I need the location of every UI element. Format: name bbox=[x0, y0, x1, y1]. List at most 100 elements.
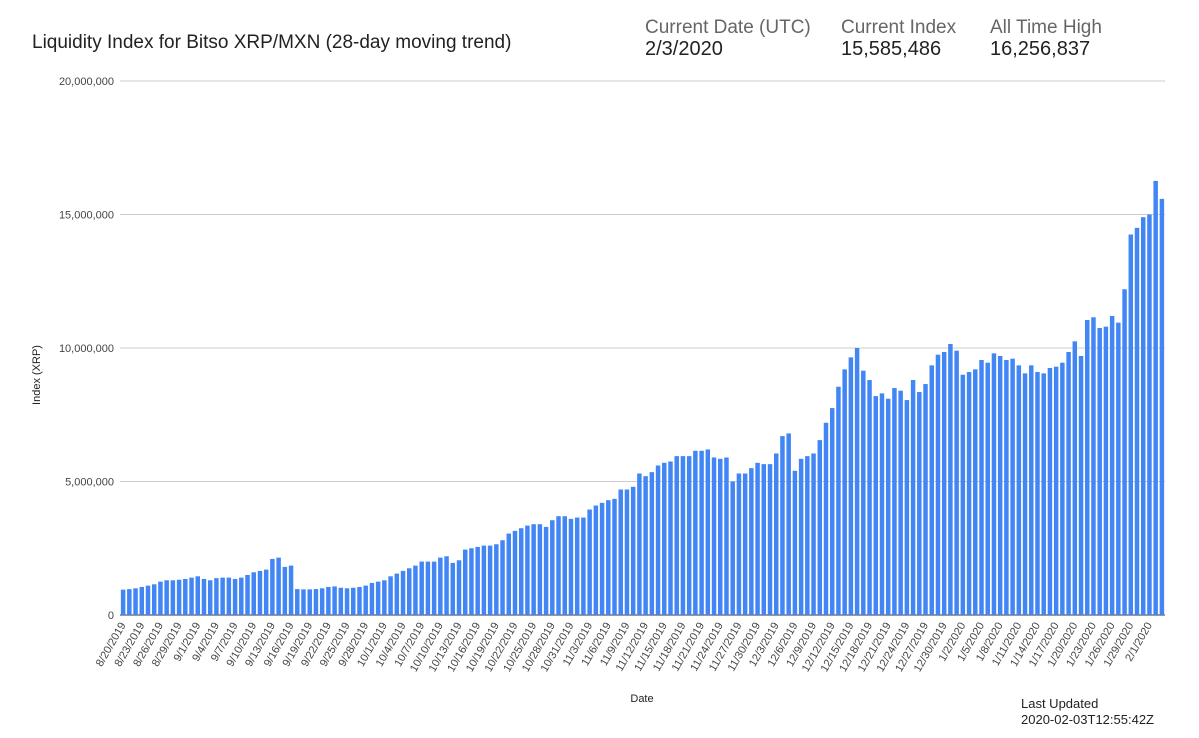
bar bbox=[375, 581, 381, 615]
bar bbox=[904, 400, 910, 615]
bar bbox=[295, 589, 300, 615]
bar bbox=[201, 578, 207, 615]
stat-value: 2/3/2020 bbox=[645, 38, 723, 60]
stat-value: 16,256,837 bbox=[990, 38, 1090, 60]
bar bbox=[780, 436, 785, 615]
bar bbox=[170, 580, 176, 615]
bar bbox=[444, 556, 449, 615]
bar bbox=[133, 588, 138, 615]
bar bbox=[500, 540, 505, 615]
bar bbox=[979, 360, 984, 615]
bar bbox=[798, 458, 804, 615]
bar bbox=[773, 453, 779, 615]
bar bbox=[742, 473, 748, 615]
bar bbox=[705, 449, 711, 615]
bar bbox=[730, 481, 735, 615]
bar bbox=[487, 545, 493, 615]
bar bbox=[127, 589, 132, 615]
bar bbox=[848, 357, 854, 615]
y-tick-label: 20,000,000 bbox=[59, 76, 114, 88]
bar bbox=[662, 462, 667, 615]
bar bbox=[1072, 341, 1078, 615]
bar bbox=[494, 544, 499, 615]
bar bbox=[724, 457, 729, 615]
bar bbox=[1147, 214, 1152, 615]
bar bbox=[923, 384, 928, 615]
bar bbox=[1047, 368, 1053, 615]
footer-label: Last Updated bbox=[1021, 696, 1098, 711]
bar bbox=[562, 516, 567, 615]
bar bbox=[1078, 356, 1084, 615]
bar bbox=[276, 557, 281, 615]
bar bbox=[151, 584, 157, 615]
bar bbox=[518, 528, 524, 615]
bar bbox=[394, 573, 400, 615]
bar bbox=[649, 472, 655, 615]
bar bbox=[910, 380, 916, 615]
bar bbox=[929, 365, 934, 615]
bar bbox=[711, 457, 717, 615]
bar bbox=[363, 585, 368, 615]
y-tick-label: 15,000,000 bbox=[59, 210, 114, 222]
bar bbox=[351, 587, 356, 615]
bar bbox=[413, 565, 418, 615]
bar bbox=[1016, 365, 1022, 615]
bar bbox=[425, 561, 431, 615]
bar bbox=[543, 526, 549, 615]
bar bbox=[1128, 234, 1134, 615]
bar bbox=[556, 516, 561, 615]
bar bbox=[251, 572, 256, 615]
bar bbox=[761, 464, 767, 615]
bar bbox=[332, 586, 337, 615]
bar bbox=[829, 408, 835, 615]
bar bbox=[836, 386, 841, 615]
stat-label: All Time High bbox=[990, 17, 1102, 38]
bar bbox=[861, 370, 866, 615]
bar bbox=[525, 525, 530, 615]
bar bbox=[1122, 289, 1127, 615]
bar bbox=[612, 498, 617, 615]
bar bbox=[369, 582, 375, 615]
bar bbox=[1085, 319, 1090, 615]
bar bbox=[288, 565, 294, 615]
bar bbox=[326, 586, 331, 615]
bar bbox=[214, 578, 219, 615]
bar bbox=[966, 372, 972, 615]
bar bbox=[450, 562, 456, 615]
bar bbox=[1103, 326, 1109, 615]
bar bbox=[680, 456, 686, 615]
bar bbox=[183, 578, 188, 615]
bar bbox=[618, 489, 623, 615]
bar bbox=[686, 456, 692, 615]
bar bbox=[313, 589, 319, 615]
bar bbox=[811, 453, 816, 615]
bar bbox=[1022, 373, 1028, 615]
bar bbox=[1053, 366, 1059, 615]
bar bbox=[873, 396, 878, 615]
bar bbox=[226, 577, 232, 615]
bar bbox=[1116, 322, 1121, 615]
bar bbox=[344, 588, 350, 615]
bar bbox=[823, 422, 829, 615]
bar bbox=[655, 465, 661, 615]
bar bbox=[1029, 365, 1034, 615]
y-axis-label: Index (XRP) bbox=[31, 345, 43, 405]
bar bbox=[245, 574, 250, 615]
bar bbox=[587, 509, 592, 615]
bar bbox=[531, 524, 536, 615]
bar bbox=[792, 470, 798, 615]
x-axis-label: Date bbox=[630, 693, 653, 705]
bar bbox=[462, 549, 468, 615]
bar bbox=[301, 589, 306, 615]
bar bbox=[189, 577, 194, 615]
bar bbox=[400, 570, 406, 615]
bar bbox=[599, 502, 605, 615]
bar bbox=[419, 561, 424, 615]
stat-value: 15,585,486 bbox=[841, 38, 941, 60]
bar bbox=[438, 557, 443, 615]
bar bbox=[637, 473, 642, 615]
bar bbox=[1140, 217, 1146, 616]
bar bbox=[805, 456, 810, 615]
bar bbox=[574, 517, 580, 615]
